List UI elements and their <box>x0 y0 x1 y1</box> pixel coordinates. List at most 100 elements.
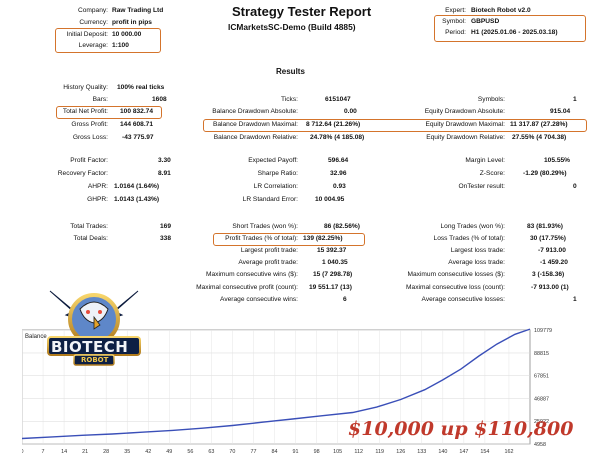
stat-value: -1 459.20 <box>540 259 568 266</box>
eagle-robot-icon <box>47 290 141 366</box>
leverage-value: 1:100 <box>112 42 129 49</box>
stat-label: History Quality: <box>63 84 108 91</box>
x-tick-label: 84 <box>271 449 277 455</box>
stat-value: 0.00 <box>344 108 357 115</box>
stat-label: Equity Drawdown Absolute: <box>424 108 505 115</box>
stat-value: 11 317.87 (27.28%) <box>510 121 568 128</box>
stat-value: 100 832.74 <box>120 108 154 115</box>
stat-label: Total Trades: <box>70 223 108 230</box>
stat-label: Maximal consecutive profit (count): <box>196 284 298 291</box>
expert-label: Expert: <box>445 7 466 14</box>
stat-value: 3.30 <box>158 157 171 164</box>
stat-label: Bars: <box>92 96 108 103</box>
y-tick-label: 67851 <box>534 374 549 380</box>
x-tick-label: 91 <box>293 449 299 455</box>
stat-label: GHPR: <box>87 196 108 203</box>
x-tick-label: 63 <box>208 449 214 455</box>
company-value: Raw Trading Ltd <box>112 7 164 14</box>
drawdown-highlight-box <box>203 119 587 132</box>
chart-title: Balance <box>25 334 47 340</box>
y-tick-label: 4958 <box>534 442 546 448</box>
stat-label: LR Correlation: <box>253 183 298 190</box>
x-tick-label: 56 <box>187 449 193 455</box>
net-profit-highlight-box <box>56 106 162 119</box>
stat-value: 915.04 <box>550 108 571 115</box>
stat-label: OnTester result: <box>458 183 505 190</box>
logo-line1: BIOTECH <box>51 338 129 356</box>
results-heading: Results <box>276 67 305 76</box>
x-tick-label: 0 <box>22 449 24 455</box>
stat-label: Profit Factor: <box>70 157 108 164</box>
stat-value: 27.55% (4 704.38) <box>512 134 567 141</box>
stat-label: Recovery Factor: <box>57 170 108 177</box>
stat-value: 105.55% <box>544 157 571 164</box>
stat-label: Profit Trades (% of total): <box>225 235 298 242</box>
stat-label: Balance Drawdown Maximal: <box>212 121 298 128</box>
x-tick-label: 147 <box>459 449 468 455</box>
stat-value: 83 (81.93%) <box>527 223 563 230</box>
x-tick-label: 105 <box>333 449 342 455</box>
stat-label: Total Deals: <box>73 235 108 242</box>
stat-value: 6 <box>343 296 347 303</box>
biotech-robot-logo: BIOTECH ROBOT <box>44 281 144 373</box>
x-tick-label: 98 <box>314 449 320 455</box>
stat-label: Z-Score: <box>479 170 505 177</box>
stat-value: 100% real ticks <box>117 84 165 91</box>
x-tick-label: 49 <box>166 449 172 455</box>
x-tick-label: 7 <box>42 449 45 455</box>
stat-value: 19 551.17 (13) <box>309 284 352 291</box>
stat-label: Balance Drawdown Absolute: <box>212 108 298 115</box>
y-tick-label: 88815 <box>534 351 549 357</box>
stat-label: Gross Profit: <box>71 121 108 128</box>
x-tick-label: 140 <box>438 449 447 455</box>
stat-label: Maximum consecutive wins ($): <box>206 271 298 278</box>
stat-value: -7 913.00 (1) <box>531 284 569 291</box>
x-tick-label: 42 <box>145 449 151 455</box>
stat-value: 3 (-158.36) <box>532 271 565 278</box>
x-tick-label: 119 <box>375 449 384 455</box>
currency-label: Currency: <box>79 19 108 26</box>
stat-value: 30 (17.75%) <box>530 235 566 242</box>
profit-trades-highlight-box <box>213 233 365 246</box>
stat-label: Ticks: <box>281 96 298 103</box>
x-tick-label: 126 <box>396 449 405 455</box>
stat-value: 169 <box>160 223 172 230</box>
stat-value: 144 608.71 <box>120 121 154 128</box>
x-tick-label: 21 <box>82 449 88 455</box>
x-tick-label: 70 <box>229 449 235 455</box>
x-tick-label: 133 <box>417 449 426 455</box>
stat-value: 8.91 <box>158 170 171 177</box>
balance-series-line <box>21 328 531 440</box>
report-title: Strategy Tester Report <box>232 4 372 19</box>
stat-label: LR Standard Error: <box>242 196 298 203</box>
stat-label: Balance Drawdown Relative: <box>213 134 298 141</box>
logo-line2: ROBOT <box>81 356 109 364</box>
stat-label: Average consecutive losses: <box>421 296 505 303</box>
profit-watermark: $10,000 up $110,800 <box>348 418 574 440</box>
stat-label: Sharpe Ratio: <box>257 170 298 177</box>
stat-label: Average loss trade: <box>448 259 505 266</box>
stat-value: 338 <box>160 235 172 242</box>
period-label: Period: <box>445 29 466 36</box>
stat-label: AHPR: <box>87 183 108 190</box>
period-value: H1 (2025.01.06 - 2025.03.18) <box>471 29 558 36</box>
stat-label: Gross Loss: <box>72 134 108 141</box>
stat-label: Average profit trade: <box>238 259 298 266</box>
x-tick-label: 154 <box>480 449 489 455</box>
stat-label: Maximal consecutive loss (count): <box>406 284 505 291</box>
stat-value: 596.64 <box>328 157 349 164</box>
y-tick-label: 25922 <box>534 419 549 425</box>
deposit-highlight-box <box>55 28 161 53</box>
stat-label: Total Net Profit: <box>62 108 108 115</box>
x-tick-label: 35 <box>124 449 130 455</box>
stat-label: Long Trades (won %): <box>440 223 505 230</box>
stat-label: Short Trades (won %): <box>232 223 298 230</box>
currency-value: profit in pips <box>112 19 152 26</box>
expert-value: Biotech Robot v2.0 <box>471 7 531 14</box>
y-tick-label: 46887 <box>534 396 549 402</box>
stat-label: Equity Drawdown Maximal: <box>425 121 505 128</box>
stat-value: 0 <box>573 183 577 190</box>
stat-label: Loss Trades (% of total): <box>433 235 505 242</box>
company-label: Company: <box>77 7 108 14</box>
x-tick-label: 162 <box>504 449 513 455</box>
